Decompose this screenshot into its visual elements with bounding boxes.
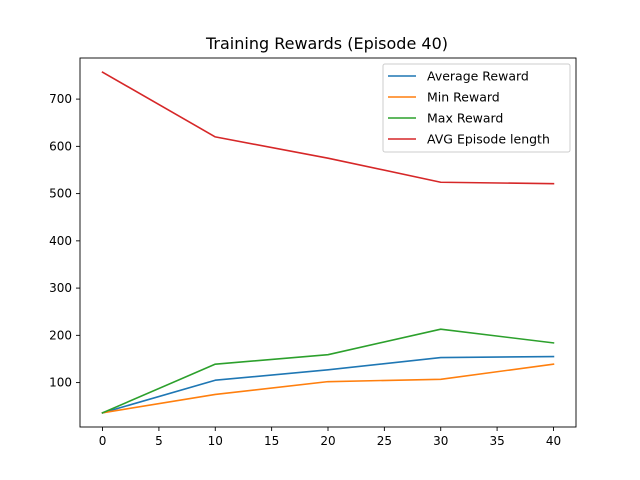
x-tick-label: 35 (489, 434, 504, 448)
chart-title: Training Rewards (Episode 40) (205, 34, 448, 53)
legend-label: Max Reward (427, 111, 503, 126)
y-tick-label: 200 (49, 328, 72, 342)
x-tick-label: 40 (546, 434, 561, 448)
x-tick-label: 10 (208, 434, 223, 448)
y-tick-label: 400 (49, 234, 72, 248)
x-tick-label: 15 (264, 434, 279, 448)
x-tick-label: 25 (377, 434, 392, 448)
y-tick-label: 700 (49, 92, 72, 106)
x-axis-ticks: 0 5 10 15 20 25 30 35 40 (99, 427, 561, 448)
series-line-2 (101, 363, 555, 414)
x-tick-label: 0 (99, 434, 107, 448)
y-tick-label: 100 (49, 376, 72, 390)
y-tick-label: 600 (49, 139, 72, 153)
legend-items: Average Reward Min Reward Max Reward AVG Ep… (388, 69, 550, 147)
legend-label: AVG Episode length (427, 132, 550, 147)
legend-label: Average Reward (427, 69, 529, 84)
plot-area: 0 5 10 15 20 25 30 35 40 100 200 300 400 500 600 700 (49, 57, 577, 448)
x-tick-label: 5 (155, 434, 163, 448)
y-tick-label: 300 (49, 281, 72, 295)
legend-label: Min Reward (427, 90, 500, 105)
series-group (101, 71, 555, 414)
series-line-1 (101, 355, 555, 414)
legend-frame (382, 63, 571, 153)
legend: Average Reward Min Reward Max Reward AVG Ep… (382, 63, 571, 153)
y-tick-label: 500 (49, 187, 72, 201)
series-line-4 (101, 71, 555, 185)
x-tick-label: 30 (433, 434, 448, 448)
x-tick-label: 20 (320, 434, 335, 448)
series-line-3 (101, 328, 555, 414)
y-axis-ticks: 100 200 300 400 500 600 700 (49, 92, 80, 390)
